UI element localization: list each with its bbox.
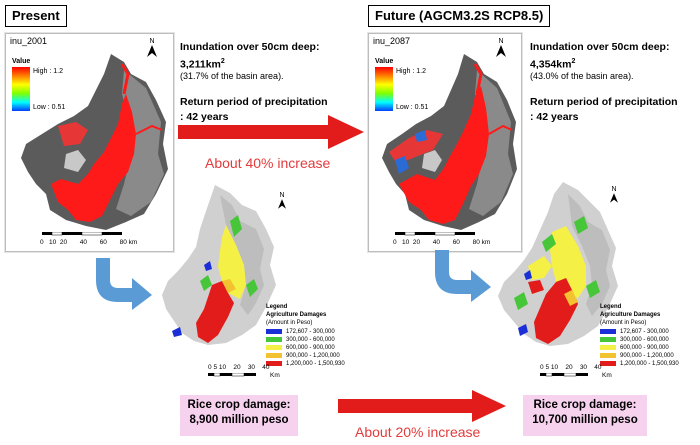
north-label: N: [279, 192, 285, 199]
present-damage-map: [162, 185, 276, 345]
future-damage-scale-labels: 0 5 10 20 30 40: [540, 364, 602, 371]
north-arrow-icon: N: [610, 186, 618, 205]
future-scale-bar: [395, 232, 475, 236]
present-damage-value: 8,900 million peso: [189, 414, 289, 426]
north-arrow-icon: N: [147, 38, 157, 59]
damage-increase-text: About 20% increase: [355, 424, 481, 440]
north-arrow-icon: N: [278, 192, 286, 211]
future-damage-scale-unit: Km: [602, 372, 612, 379]
future-map-name: inu_2087: [373, 36, 411, 46]
future-legend-high: High : 1.2: [396, 68, 426, 75]
north-label: N: [149, 38, 155, 45]
present-scale-labels: 0 10 20 40 60 80 km: [40, 239, 138, 246]
legend-item: 300,000 - 600,000: [600, 336, 679, 344]
present-return-value: : 42 years: [180, 111, 229, 123]
present-down-arrow-icon: [96, 258, 152, 310]
north-label: N: [498, 38, 504, 45]
present-legend-high: High : 1.2: [33, 68, 63, 75]
future-legend-gradient: [375, 67, 393, 111]
damage-increase-arrow-icon: [338, 390, 506, 422]
future-inundation-title: Inundation over 50cm deep:: [530, 41, 670, 53]
present-damage-scale-bar: [208, 373, 256, 377]
legend-item: 900,000 - 1,200,000: [600, 352, 679, 360]
future-damage-map: [498, 182, 618, 346]
present-inundation-title: Inundation over 50cm deep:: [180, 41, 320, 53]
present-map-name: inu_2001: [10, 36, 48, 46]
legend-item: 172,607 - 300,000: [266, 328, 345, 336]
future-return-value: : 42 years: [530, 111, 579, 123]
future-basin-shape: [382, 54, 517, 230]
present-inundation-percent: (31.7% of the basin area).: [180, 71, 284, 81]
north-label: N: [611, 186, 617, 193]
present-damage-scale-unit: Km: [270, 372, 280, 379]
future-damage-box: Rice crop damage: 10,700 million peso: [523, 395, 647, 436]
legend-item: 600,000 - 900,000: [600, 344, 679, 352]
inundation-increase-arrow-icon: [178, 115, 364, 149]
future-inundation-map: inu_2087 Value High : 1.2 Low : 0.51 N 0…: [368, 33, 522, 252]
present-basin-shape: [21, 54, 168, 230]
legend-item: 300,000 - 600,000: [266, 336, 345, 344]
future-inundation-percent: (43.0% of the basin area).: [530, 71, 634, 81]
future-damage-scale-bar: [540, 373, 588, 377]
present-damage-scale-labels: 0 5 10 20 30 40: [208, 364, 270, 371]
legend-item: 172,607 - 300,000: [600, 328, 679, 336]
legend-item: 900,000 - 1,200,000: [266, 352, 345, 360]
present-inundation-map: inu_2001 Value High : 1.2 Low : 0.51 N 0…: [5, 33, 174, 252]
north-arrow-icon: N: [496, 38, 506, 59]
future-inundation-value: 4,354km2: [530, 58, 576, 71]
present-damage-box: Rice crop damage: 8,900 million peso: [180, 395, 298, 436]
present-return-title: Return period of precipitation: [180, 96, 328, 108]
future-title: Future (AGCM3.2S RCP8.5): [368, 5, 551, 27]
future-return-title: Return period of precipitation: [530, 96, 678, 108]
inundation-increase-text: About 40% increase: [205, 155, 331, 171]
present-damage-label: Rice crop damage:: [187, 399, 291, 411]
present-inundation-value: 3,211km2: [180, 58, 225, 71]
present-damage-legend: Legend Agriculture Damages (Amount in Pe…: [266, 304, 345, 368]
legend-item: 600,000 - 900,000: [266, 344, 345, 352]
future-down-arrow-icon: [435, 250, 491, 302]
future-legend-low: Low : 0.51: [396, 104, 429, 111]
future-damage-value: 10,700 million peso: [532, 414, 638, 426]
future-damage-legend: Legend Agriculture Damages (Amount in Pe…: [600, 304, 679, 368]
present-legend-low: Low : 0.51: [33, 104, 66, 111]
legend-item: 1,200,000 - 1,500,930: [266, 360, 345, 368]
future-legend-title: Value: [375, 58, 394, 65]
present-legend-gradient: [12, 67, 30, 111]
present-legend-title: Value: [12, 58, 31, 65]
future-damage-label: Rice crop damage:: [533, 399, 637, 411]
present-title: Present: [5, 5, 67, 27]
present-scale-bar: [42, 232, 122, 236]
future-scale-labels: 0 10 20 40 60 80 km: [393, 239, 491, 246]
legend-item: 1,200,000 - 1,500,930: [600, 360, 679, 368]
